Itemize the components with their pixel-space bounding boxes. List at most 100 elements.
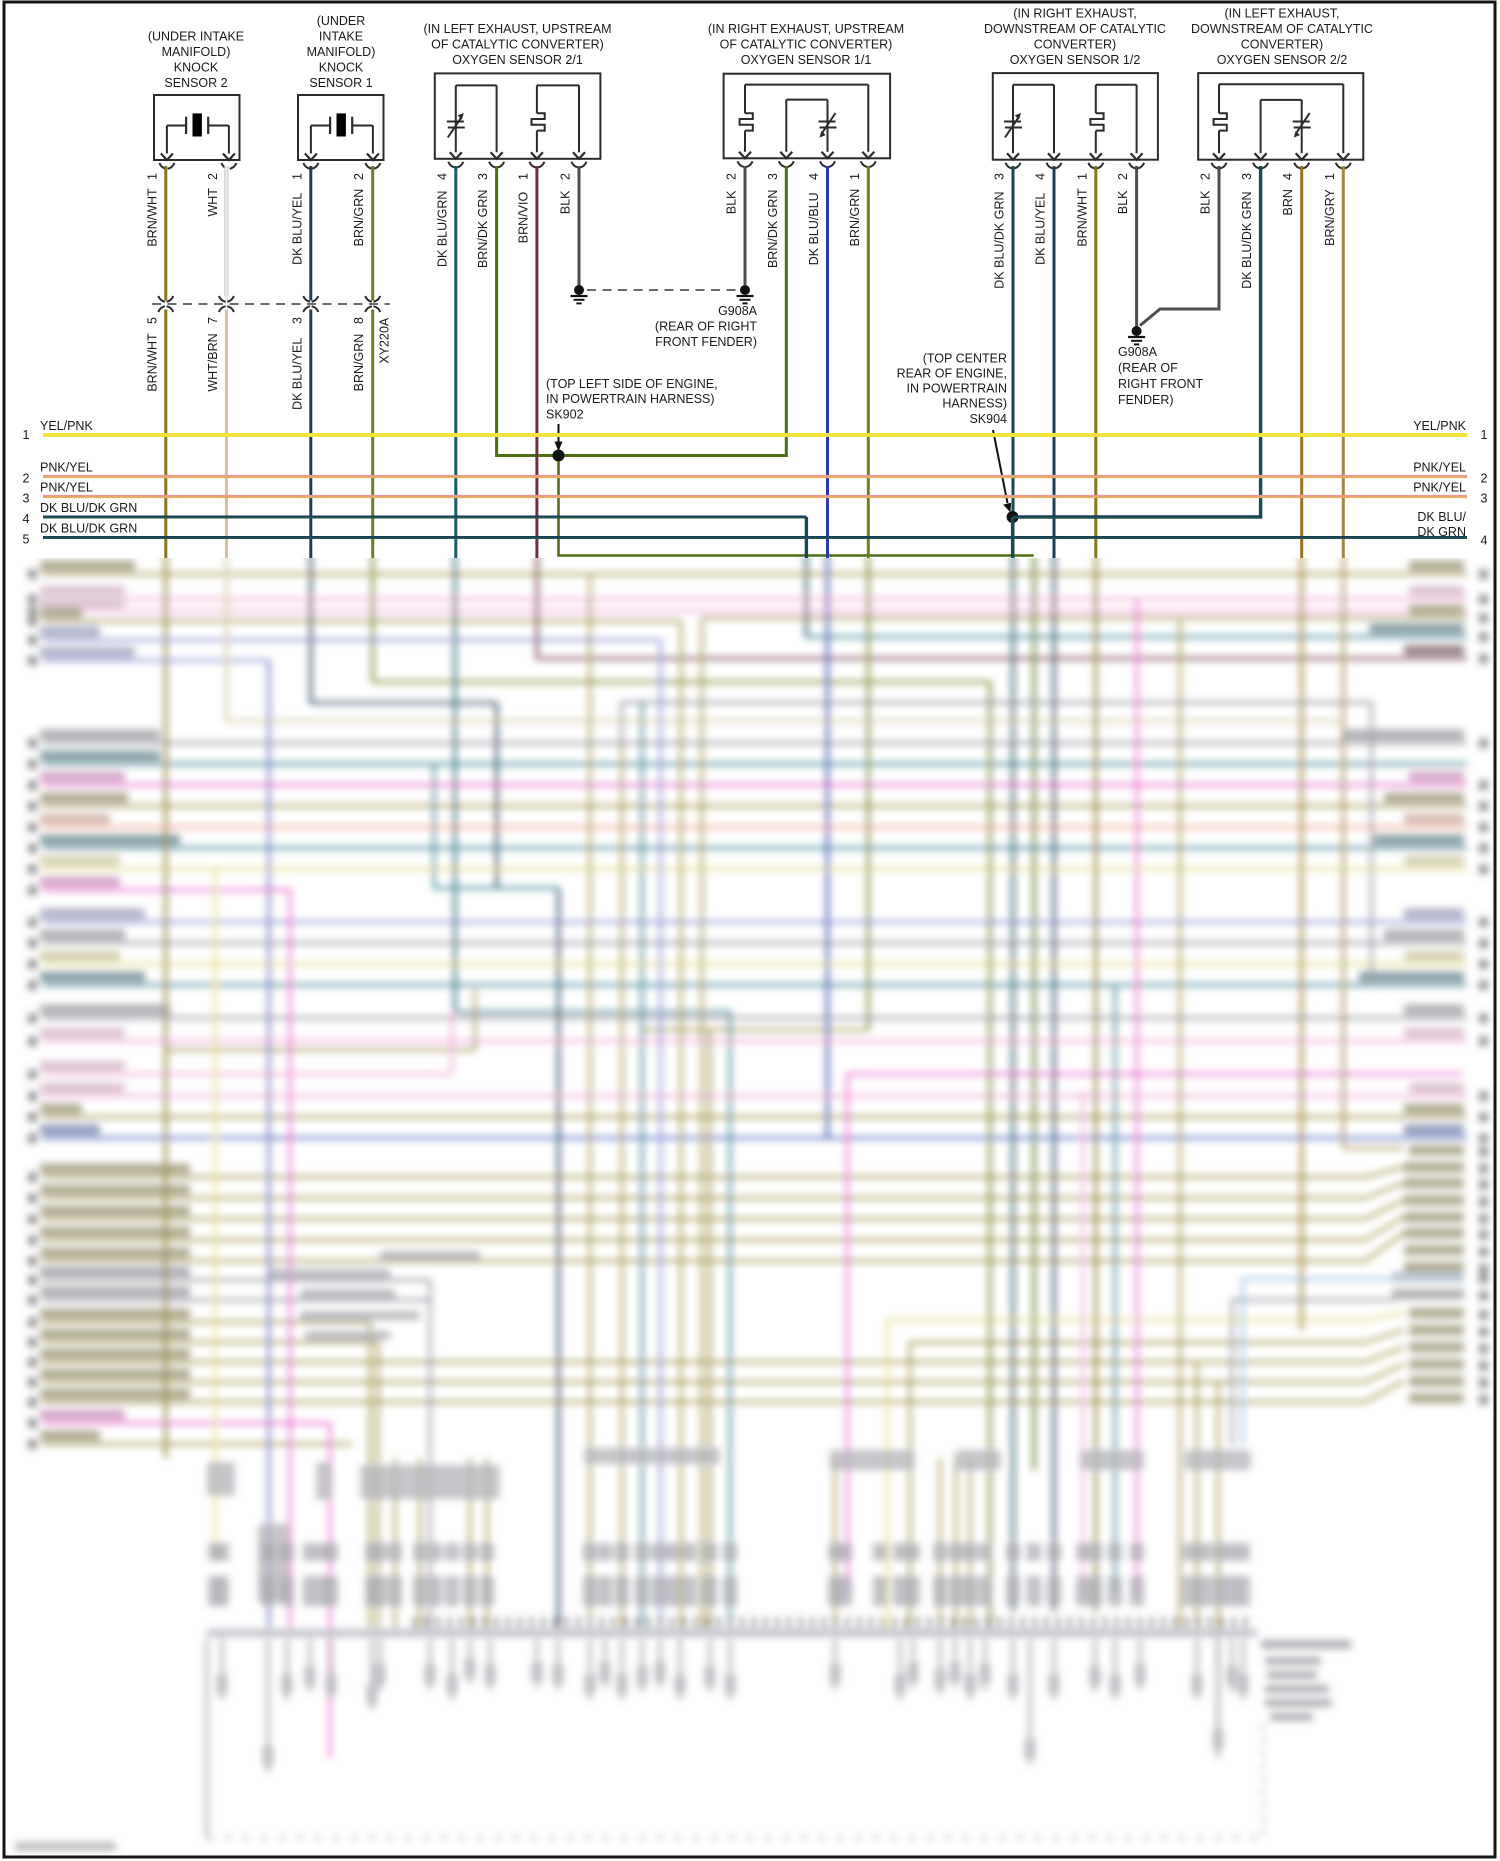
svg-text:2: 2 [559, 173, 573, 180]
svg-text:BRN/GRN: BRN/GRN [352, 189, 366, 247]
svg-text:OXYGEN SENSOR 1/2: OXYGEN SENSOR 1/2 [1010, 53, 1141, 67]
svg-text:1: 1 [516, 173, 530, 180]
svg-text:4: 4 [23, 512, 30, 526]
svg-text:(UNDER: (UNDER [317, 14, 366, 28]
svg-text:(TOP LEFT SIDE OF ENGINE,: (TOP LEFT SIDE OF ENGINE, [546, 377, 718, 391]
svg-text:3: 3 [23, 492, 30, 506]
svg-text:2: 2 [23, 472, 30, 486]
svg-text:DK BLU/: DK BLU/ [1417, 510, 1466, 524]
svg-text:(IN RIGHT EXHAUST, UPSTREAM: (IN RIGHT EXHAUST, UPSTREAM [708, 22, 904, 36]
svg-text:DK BLU/DK GRN: DK BLU/DK GRN [1240, 191, 1254, 288]
svg-text:DK GRN: DK GRN [1417, 525, 1466, 539]
svg-text:1: 1 [1481, 428, 1488, 442]
svg-text:BRN/DK GRN: BRN/DK GRN [766, 190, 780, 268]
svg-text:SENSOR 2: SENSOR 2 [164, 76, 227, 90]
svg-text:(IN LEFT EXHAUST,: (IN LEFT EXHAUST, [1224, 7, 1339, 21]
svg-text:5: 5 [145, 317, 159, 324]
svg-text:XY220A: XY220A [378, 317, 392, 364]
svg-text:IN POWERTRAIN HARNESS): IN POWERTRAIN HARNESS) [546, 392, 715, 406]
svg-text:CONVERTER): CONVERTER) [1241, 38, 1323, 52]
svg-text:WHT: WHT [206, 188, 220, 217]
svg-text:BLK: BLK [1199, 190, 1213, 214]
svg-text:3: 3 [993, 173, 1007, 180]
svg-text:BRN/GRN: BRN/GRN [352, 334, 366, 392]
svg-text:2: 2 [206, 173, 220, 180]
svg-text:OXYGEN SENSOR 2/2: OXYGEN SENSOR 2/2 [1217, 53, 1348, 67]
svg-text:DOWNSTREAM OF CATALYTIC: DOWNSTREAM OF CATALYTIC [984, 22, 1166, 36]
svg-text:DK BLU/BLU: DK BLU/BLU [807, 192, 821, 265]
svg-text:BRN: BRN [1281, 189, 1295, 215]
svg-text:DOWNSTREAM OF CATALYTIC: DOWNSTREAM OF CATALYTIC [1191, 22, 1373, 36]
svg-text:DK BLU/DK GRN: DK BLU/DK GRN [993, 191, 1007, 288]
svg-text:(IN RIGHT EXHAUST,: (IN RIGHT EXHAUST, [1013, 7, 1136, 21]
svg-text:4: 4 [1281, 173, 1295, 180]
svg-text:OXYGEN SENSOR 1/1: OXYGEN SENSOR 1/1 [741, 53, 872, 67]
svg-text:OF CATALYTIC CONVERTER): OF CATALYTIC CONVERTER) [720, 38, 893, 52]
svg-text:4: 4 [1034, 173, 1048, 180]
svg-text:SK902: SK902 [546, 408, 584, 422]
svg-text:2: 2 [1116, 173, 1130, 180]
svg-text:BLK: BLK [1116, 190, 1130, 214]
svg-text:WHT/BRN: WHT/BRN [206, 333, 220, 391]
svg-text:3: 3 [1481, 492, 1488, 506]
svg-text:2: 2 [725, 173, 739, 180]
svg-text:MANIFOLD): MANIFOLD) [162, 45, 231, 59]
svg-text:G908A: G908A [1118, 345, 1158, 359]
svg-text:SK904: SK904 [969, 412, 1007, 426]
svg-text:1: 1 [1075, 173, 1089, 180]
svg-text:OXYGEN SENSOR 2/1: OXYGEN SENSOR 2/1 [452, 53, 583, 67]
svg-text:OF CATALYTIC CONVERTER): OF CATALYTIC CONVERTER) [431, 38, 604, 52]
svg-text:BRN/WHT: BRN/WHT [145, 333, 159, 392]
svg-text:IN POWERTRAIN: IN POWERTRAIN [907, 382, 1007, 396]
svg-text:DK BLU/YEL: DK BLU/YEL [290, 193, 304, 265]
svg-text:BRN/GRY: BRN/GRY [1323, 188, 1337, 245]
svg-text:YEL/PNK: YEL/PNK [1413, 419, 1466, 433]
svg-text:(REAR OF: (REAR OF [1118, 361, 1178, 375]
svg-text:BLK: BLK [725, 190, 739, 214]
svg-text:3: 3 [1240, 173, 1254, 180]
svg-text:(UNDER INTAKE: (UNDER INTAKE [148, 30, 244, 44]
svg-text:3: 3 [476, 173, 490, 180]
svg-text:2: 2 [1199, 173, 1213, 180]
svg-text:FRONT FENDER): FRONT FENDER) [655, 335, 757, 349]
svg-text:INTAKE: INTAKE [319, 30, 363, 44]
svg-text:BRN/WHT: BRN/WHT [145, 188, 159, 247]
svg-text:BLK: BLK [559, 190, 573, 214]
svg-text:(TOP CENTER: (TOP CENTER [923, 352, 1007, 366]
svg-text:DK BLU/GRN: DK BLU/GRN [435, 191, 449, 267]
svg-text:SENSOR 1: SENSOR 1 [309, 76, 372, 90]
svg-text:REAR OF ENGINE,: REAR OF ENGINE, [897, 367, 1007, 381]
svg-text:7: 7 [206, 317, 220, 324]
svg-text:4: 4 [807, 173, 821, 180]
svg-text:PNK/YEL: PNK/YEL [1413, 481, 1466, 495]
svg-text:1: 1 [23, 428, 30, 442]
svg-text:8: 8 [352, 317, 366, 324]
svg-text:CONVERTER): CONVERTER) [1034, 38, 1116, 52]
svg-text:PNK/YEL: PNK/YEL [40, 461, 93, 475]
svg-text:KNOCK: KNOCK [174, 61, 219, 75]
svg-text:(REAR OF RIGHT: (REAR OF RIGHT [655, 320, 757, 334]
svg-text:5: 5 [23, 533, 30, 547]
svg-text:DK BLU/DK GRN: DK BLU/DK GRN [40, 522, 137, 536]
svg-text:BRN/DK GRN: BRN/DK GRN [476, 190, 490, 268]
svg-text:1: 1 [848, 173, 862, 180]
svg-text:BRN/VIO: BRN/VIO [516, 192, 530, 244]
svg-text:(IN LEFT EXHAUST, UPSTREAM: (IN LEFT EXHAUST, UPSTREAM [424, 22, 612, 36]
svg-text:BRN/WHT: BRN/WHT [1075, 188, 1089, 247]
svg-text:3: 3 [766, 173, 780, 180]
svg-text:FENDER): FENDER) [1118, 393, 1174, 407]
svg-text:DK BLU/DK GRN: DK BLU/DK GRN [40, 501, 137, 515]
svg-text:HARNESS): HARNESS) [942, 397, 1007, 411]
svg-text:1: 1 [145, 173, 159, 180]
svg-text:1: 1 [1323, 173, 1337, 180]
svg-text:RIGHT FRONT: RIGHT FRONT [1118, 377, 1204, 391]
svg-text:4: 4 [435, 173, 449, 180]
svg-text:1: 1 [290, 173, 304, 180]
svg-text:DK BLU/YEL: DK BLU/YEL [290, 338, 304, 410]
svg-text:3: 3 [290, 317, 304, 324]
svg-text:YEL/PNK: YEL/PNK [40, 419, 93, 433]
svg-text:G908A: G908A [718, 304, 758, 318]
svg-text:DK BLU/YEL: DK BLU/YEL [1034, 193, 1048, 265]
svg-text:2: 2 [1481, 472, 1488, 486]
svg-text:PNK/YEL: PNK/YEL [1413, 461, 1466, 475]
